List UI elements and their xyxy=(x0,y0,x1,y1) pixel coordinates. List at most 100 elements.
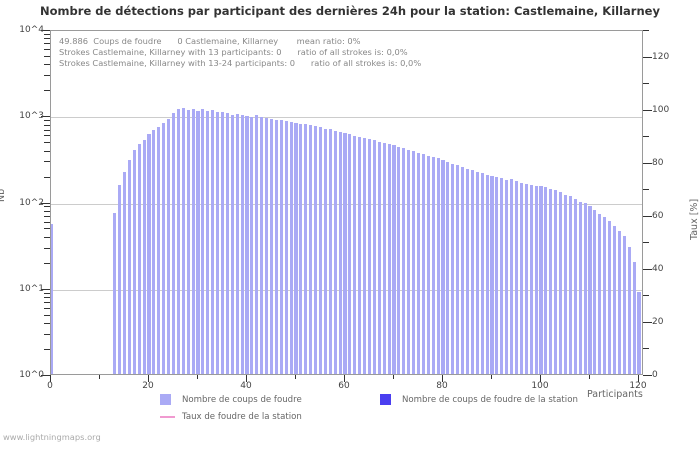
bar xyxy=(132,149,136,374)
bar xyxy=(240,114,244,374)
gridline xyxy=(51,117,642,119)
bar xyxy=(632,261,636,374)
bar xyxy=(338,131,342,374)
bar xyxy=(245,116,249,374)
bar xyxy=(51,223,53,374)
bar xyxy=(475,171,479,374)
bar xyxy=(289,121,293,374)
bar xyxy=(220,111,225,374)
bar xyxy=(118,185,122,374)
y-tick-right xyxy=(643,109,652,111)
legend-color-swatch xyxy=(380,394,391,405)
y-tick-left-minor xyxy=(44,176,50,178)
bar xyxy=(568,196,572,374)
y-tick-right-minor xyxy=(643,136,649,138)
bar xyxy=(255,115,259,374)
bar xyxy=(421,154,425,374)
bar xyxy=(554,190,558,374)
bar xyxy=(211,110,215,374)
y-tick-left-minor xyxy=(44,206,50,208)
bar xyxy=(485,174,489,374)
y-tick-left-minor xyxy=(44,221,50,223)
bar xyxy=(588,206,592,374)
x-tick-label: 0 xyxy=(47,381,53,391)
y-tick-left-minor xyxy=(44,64,50,66)
y-tick-left-label: 10^3 xyxy=(19,111,44,122)
x-tick xyxy=(197,375,198,379)
bar xyxy=(191,109,195,374)
footer-attribution: www.lightningmaps.org xyxy=(3,432,101,442)
y-tick-right-label: 80 xyxy=(652,157,664,168)
bar xyxy=(377,141,381,374)
y-tick-right xyxy=(643,375,652,376)
bar xyxy=(274,120,278,374)
legend-label: Taux de foudre de la station xyxy=(182,412,302,422)
bar xyxy=(225,113,229,374)
bar xyxy=(348,134,352,374)
bar xyxy=(514,181,519,374)
bar xyxy=(617,231,621,374)
x-tick xyxy=(148,375,149,382)
annotation-line: Strokes Castlemaine, Killarney with 13-2… xyxy=(59,58,422,68)
y-tick-left-minor xyxy=(44,215,50,217)
bar xyxy=(402,148,406,374)
bar xyxy=(353,135,357,374)
bar xyxy=(397,146,401,374)
x-tick xyxy=(540,375,541,382)
x-tick-label: 20 xyxy=(142,381,154,391)
bar xyxy=(407,149,411,374)
bar xyxy=(363,138,367,374)
y-tick-left-label: 10^2 xyxy=(19,197,44,208)
x-axis-label: Participants xyxy=(587,389,643,400)
bar xyxy=(294,122,298,374)
bar xyxy=(627,246,631,374)
annotation-line: Strokes Castlemaine, Killarney with 13 p… xyxy=(59,47,408,57)
x-tick xyxy=(491,375,492,379)
y-tick-right-minor xyxy=(643,348,649,350)
bar xyxy=(382,142,386,374)
y-tick-right-minor xyxy=(643,30,649,31)
plot-area: 49.886 Coups de foudre 0 Castlemaine, Ki… xyxy=(50,30,643,375)
y-tick-left-minor xyxy=(44,135,50,137)
y-tick-left-minor xyxy=(44,292,50,294)
bar xyxy=(387,144,391,374)
bar xyxy=(519,182,523,374)
y-tick-left xyxy=(41,202,50,204)
bar xyxy=(318,127,323,374)
legend-label: Nombre de coups de foudre xyxy=(182,395,302,405)
y-tick-left-minor xyxy=(44,124,50,126)
x-tick xyxy=(344,375,345,382)
bar xyxy=(113,213,117,374)
y-tick-left xyxy=(41,288,50,290)
y-tick-left-minor xyxy=(44,314,50,316)
bar xyxy=(284,120,288,374)
bar xyxy=(637,291,641,374)
bar xyxy=(612,226,617,374)
bar xyxy=(127,160,131,374)
bar xyxy=(196,110,200,374)
bar xyxy=(162,122,166,374)
y-tick-left-minor xyxy=(44,43,50,45)
y-tick-left-minor xyxy=(44,302,50,304)
bar xyxy=(622,235,626,374)
y-tick-left-minor xyxy=(44,297,50,299)
bar xyxy=(152,129,156,374)
x-tick xyxy=(638,375,639,382)
bar xyxy=(426,155,430,374)
x-tick xyxy=(99,375,100,379)
y-tick-left-label: 10^4 xyxy=(19,25,44,35)
bar xyxy=(549,188,553,374)
y-tick-right-minor xyxy=(643,295,649,297)
bar xyxy=(495,177,499,374)
y-tick-left-minor xyxy=(44,75,50,77)
bar xyxy=(583,203,587,374)
x-tick-label: 120 xyxy=(629,381,647,391)
y-tick-left-minor xyxy=(44,38,50,40)
bar xyxy=(544,187,548,374)
y-tick-left-minor xyxy=(44,247,50,249)
bar xyxy=(235,113,239,374)
x-tick xyxy=(246,375,247,382)
bar xyxy=(186,110,190,374)
y-tick-left-minor xyxy=(44,333,50,335)
y-tick-left-minor xyxy=(44,120,50,122)
